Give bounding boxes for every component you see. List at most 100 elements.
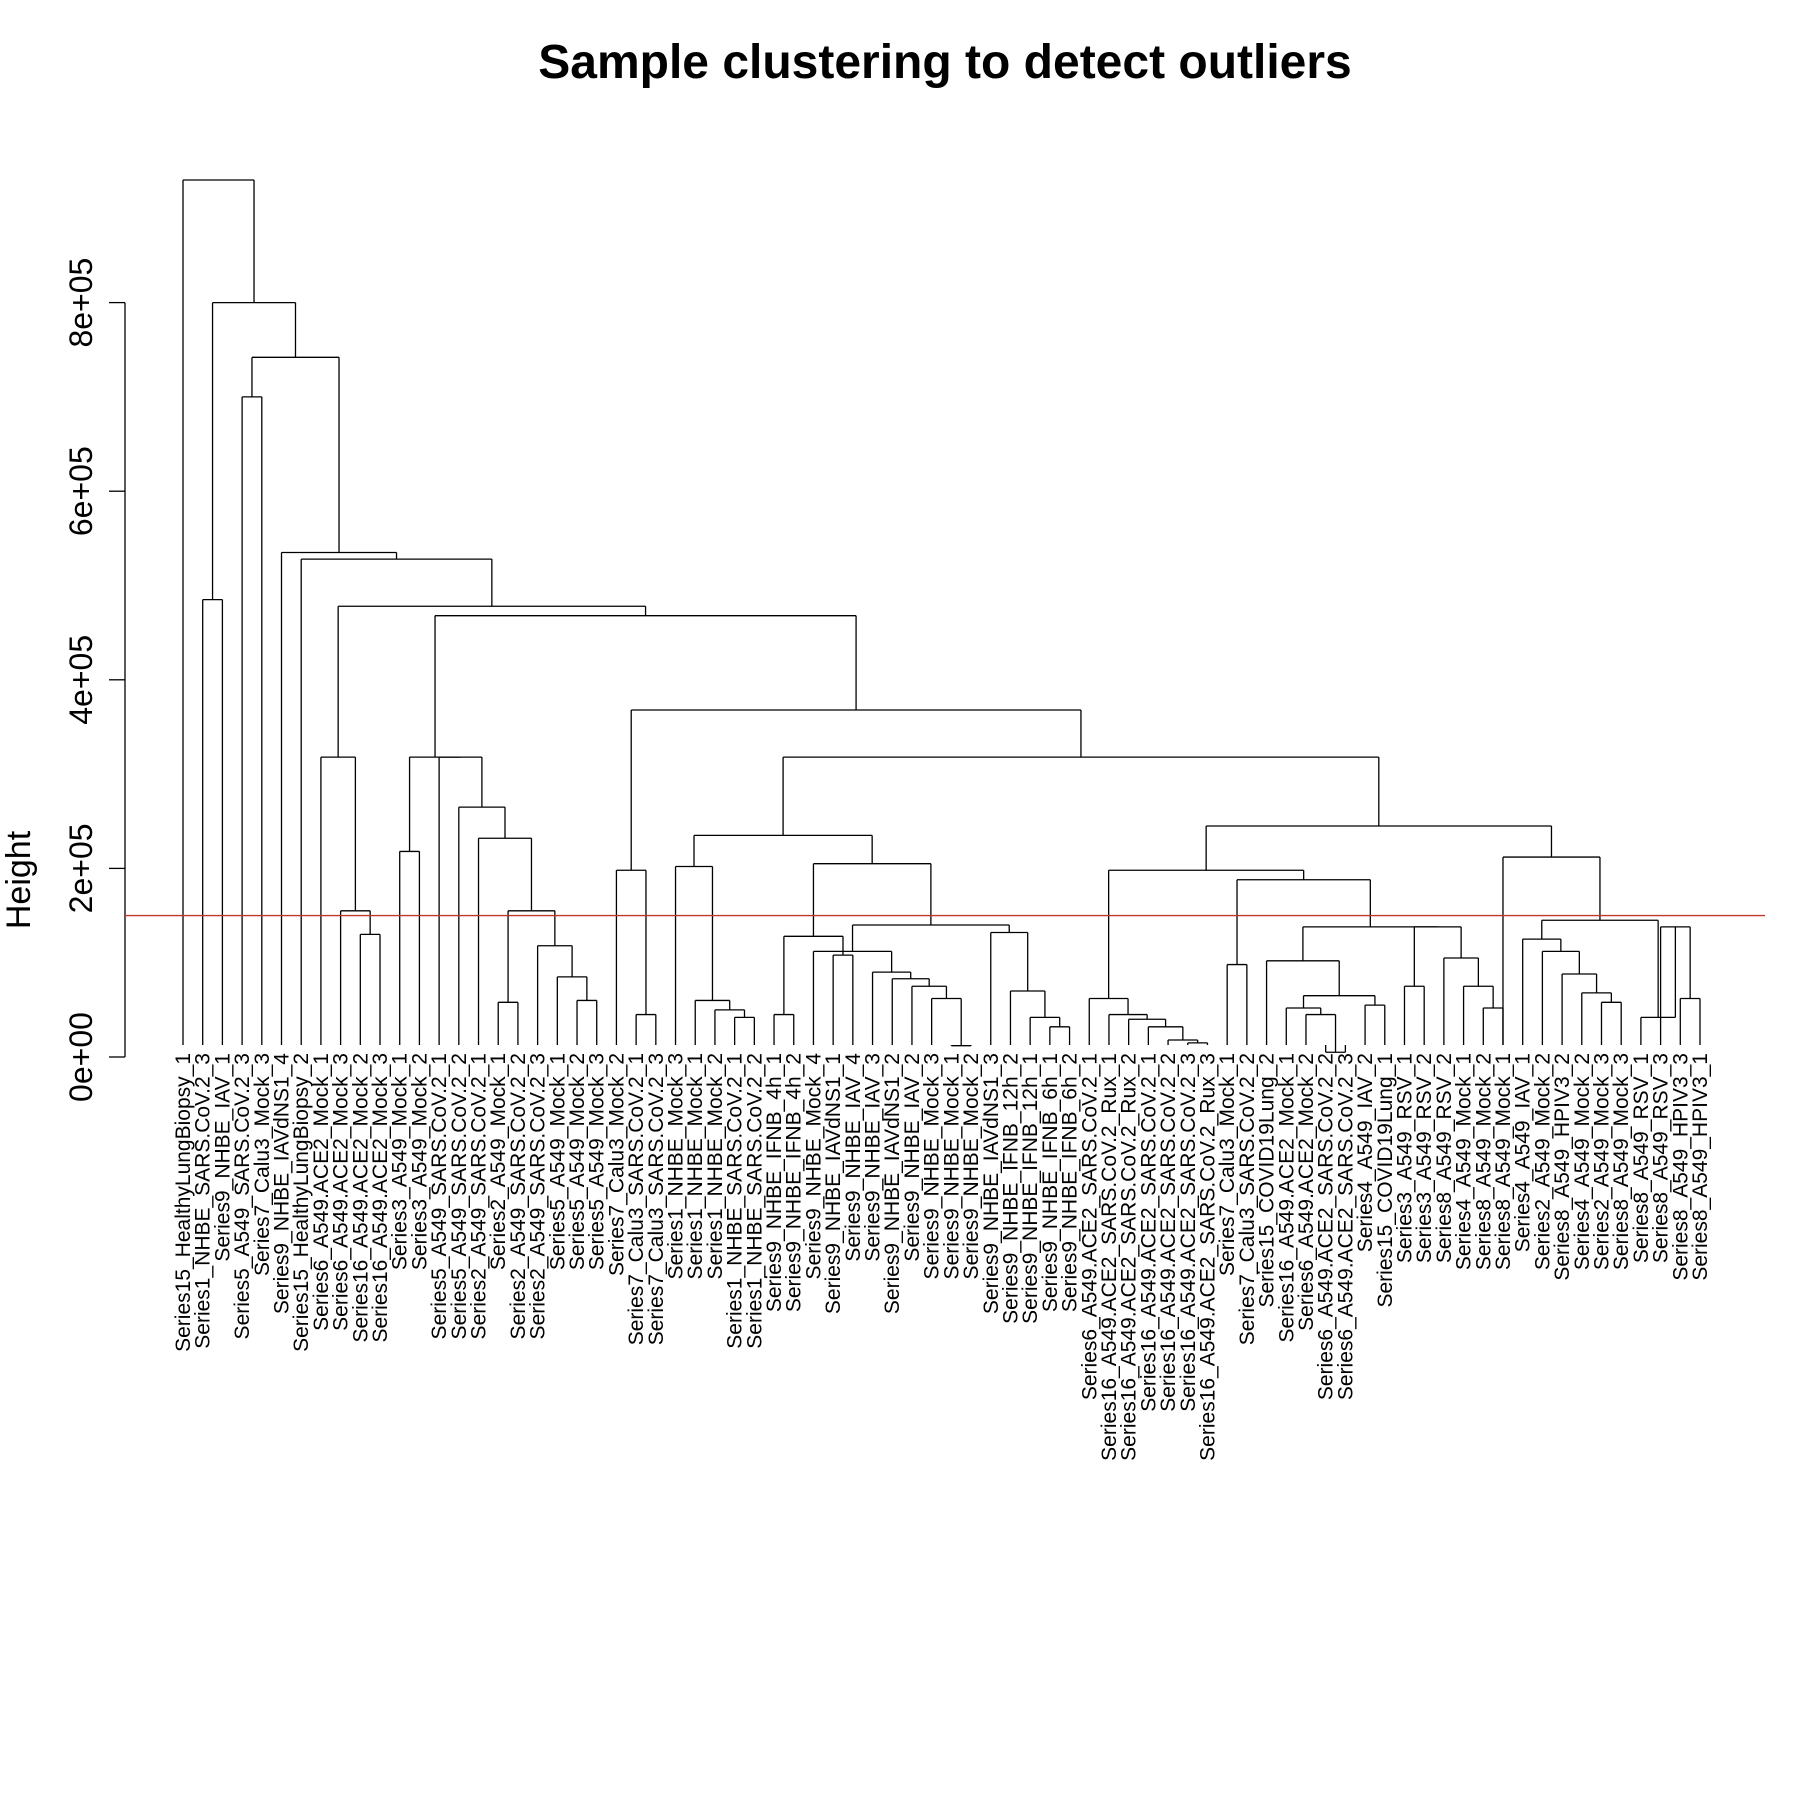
merge-node xyxy=(251,356,340,553)
leaf-label: Series16_A549.ACE2_SARS.CoV.2_3 xyxy=(1177,1053,1200,1412)
merge-node xyxy=(891,978,930,1045)
leaf-label: Series5_A549_SARS.CoV.2_1 xyxy=(428,1053,451,1339)
leaf-label: Series9_NHBE_IFNB_6h_1 xyxy=(1039,1053,1062,1312)
leaf-label: Series1_NHBE_SARS.CoV.2_2 xyxy=(743,1053,766,1349)
leaf-label: Series16_A549.ACE2_SARS.CoV.2_Rux_2 xyxy=(1118,1053,1141,1461)
leaf-label: Series15_COVID19Lung_1 xyxy=(1374,1053,1397,1308)
merge-node xyxy=(507,910,556,1003)
y-tick-label: 0e+00 xyxy=(63,1012,99,1102)
leaf-label: Series4_A549_IAV_1 xyxy=(1512,1053,1535,1252)
leaf-label: Series8_A549_Mock_2 xyxy=(1472,1053,1495,1270)
leaf-label: Series7_Calu3_Mock_3 xyxy=(251,1053,274,1276)
leaf-label: Series9_NHBE_IAV_3 xyxy=(862,1053,885,1262)
merge-node xyxy=(615,869,647,1045)
leaf-label: Series15_COVID19Lung_2 xyxy=(1256,1053,1279,1308)
y-tick-label: 2e+05 xyxy=(63,823,99,913)
leaf-label: Series3_A549_RSV_2 xyxy=(1413,1053,1436,1263)
leaf-label: Series3_A549_RSV_1 xyxy=(1393,1053,1416,1263)
leaf-label: Series8_A549_HPIV3_2 xyxy=(1551,1053,1574,1281)
merge-node xyxy=(1541,950,1580,1045)
y-tick-label: 6e+05 xyxy=(63,446,99,536)
leaf-label: Series15_HealthyLungBiopsy_2 xyxy=(290,1053,313,1352)
merge-node xyxy=(320,756,357,1045)
merge-node xyxy=(1443,957,1480,1045)
merge-node xyxy=(1600,1001,1622,1045)
leaf-label: Series9_NHBE_Mock_4 xyxy=(802,1053,825,1280)
leaf-label: Series7_Calu3_SARS.CoV.2_3 xyxy=(645,1053,668,1345)
merge-node xyxy=(576,999,598,1045)
merge-node xyxy=(337,605,647,758)
merge-node xyxy=(1413,926,1462,987)
leaf-label: Series9_NHBE_IFNB_12h_2 xyxy=(999,1053,1022,1324)
merge-node xyxy=(1302,995,1376,1008)
merge-node xyxy=(1561,973,1598,1045)
chart-title: Sample clustering to detect outliers xyxy=(538,36,1352,89)
merge-node xyxy=(1305,1013,1337,1053)
leaf-label: Series9_NHBE_IFNB_4h_1 xyxy=(763,1053,786,1312)
leaf-label: Series6_A549.ACE2_SARS.CoV.2_2 xyxy=(1315,1053,1338,1400)
leaf-label: Series1_NHBE_SARS.CoV.2_3 xyxy=(192,1053,215,1349)
leaf-label: Series7_Calu3_Mock_1 xyxy=(1216,1053,1239,1276)
merge-node xyxy=(1128,1018,1167,1045)
merge-node xyxy=(536,945,573,1045)
leaf-label: Series1_NHBE_Mock_3 xyxy=(665,1053,688,1279)
leaf-label: Series9_NHBE_IAVdNS1_4 xyxy=(271,1053,294,1314)
leaf-label: Series2_A549_SARS.CoV.2_1 xyxy=(468,1053,491,1339)
merge-node xyxy=(630,709,1082,871)
merge-node xyxy=(399,850,421,1045)
merge-node xyxy=(202,598,224,1045)
merge-node xyxy=(497,1001,519,1045)
merge-node xyxy=(1285,1007,1322,1045)
leaf-label: Series9_NHBE_IAV_4 xyxy=(842,1053,865,1262)
leaf-label: Series6_A549.ACE2_Mock_1 xyxy=(310,1053,333,1331)
merge-node xyxy=(1236,879,1371,965)
merge-node xyxy=(438,756,483,1045)
leaf-label: Series8_A549_RSV_3 xyxy=(1650,1053,1673,1263)
leaf-label: Series3_A549_Mock_1 xyxy=(389,1053,412,1270)
merge-node xyxy=(832,954,854,1045)
leaf-label: Series7_Calu3_SARS.CoV.2_1 xyxy=(625,1053,648,1345)
leaf-label: Series16_A549.ACE2_Mock_3 xyxy=(369,1053,392,1343)
leaf-label: Series2_A549_Mock_3 xyxy=(1590,1053,1613,1270)
leaf-label: Series8_A549_HPIV3_3 xyxy=(1669,1053,1692,1281)
merge-node xyxy=(477,837,533,1045)
leaf-label: Series5_A549_Mock_2 xyxy=(566,1053,589,1270)
leaf-label: Series5_A549_SARS.CoV.2_3 xyxy=(231,1053,254,1339)
leaf-label: Series2_A549_Mock_1 xyxy=(487,1053,510,1270)
merge-node xyxy=(1029,1016,1061,1045)
merge-node xyxy=(556,976,588,1045)
merge-node xyxy=(339,910,371,1045)
leaf-label: Series1_NHBE_Mock_1 xyxy=(684,1053,707,1279)
leaf-label: Series16_A549.ACE2_Mock_1 xyxy=(1275,1053,1298,1343)
leaf-label: Series9_NHBE_IAV_1 xyxy=(211,1053,234,1262)
merge-node xyxy=(1147,1026,1184,1045)
merge-node xyxy=(1581,992,1612,1045)
merge-node xyxy=(1205,825,1553,871)
merge-node xyxy=(1108,869,1305,999)
leaf-label: Series2_A549_Mock_2 xyxy=(1531,1053,1554,1270)
y-tick-label: 8e+05 xyxy=(63,258,99,348)
merge-node xyxy=(693,834,873,867)
leaf-label: Series7_Calu3_Mock_2 xyxy=(605,1053,628,1276)
merge-node xyxy=(911,985,948,1045)
leaf-label: Series2_A549_SARS.CoV.2_3 xyxy=(527,1053,550,1339)
merge-node xyxy=(280,551,398,1045)
y-axis-title: Height xyxy=(0,830,38,929)
leaf-label: Series9_NHBE_Mock_2 xyxy=(960,1053,983,1279)
merge-node xyxy=(1187,1042,1209,1045)
leaf-label: Series8_A549_RSV_2 xyxy=(1433,1053,1456,1263)
merge-node xyxy=(1403,985,1425,1045)
merge-node xyxy=(714,1009,746,1045)
leaf-label: Series16_A549.ACE2_Mock_2 xyxy=(349,1053,372,1343)
leaf-label: Series7_Calu3_SARS.CoV.2_2 xyxy=(1236,1053,1259,1345)
leaf-label: Series4_A549_Mock_2 xyxy=(1571,1053,1594,1270)
merge-node xyxy=(1462,985,1494,1045)
leaf-label: Series2_A549_SARS.CoV.2_2 xyxy=(507,1053,530,1339)
leaf-label: Series5_A549_Mock_1 xyxy=(546,1053,569,1270)
merge-node xyxy=(851,924,1010,952)
merge-node xyxy=(434,615,857,758)
merge-node xyxy=(408,756,461,852)
leaf-label: Series5_A549_SARS.CoV.2_2 xyxy=(448,1053,471,1339)
leaf-label: Series8_A549_Mock_3 xyxy=(1610,1053,1633,1270)
